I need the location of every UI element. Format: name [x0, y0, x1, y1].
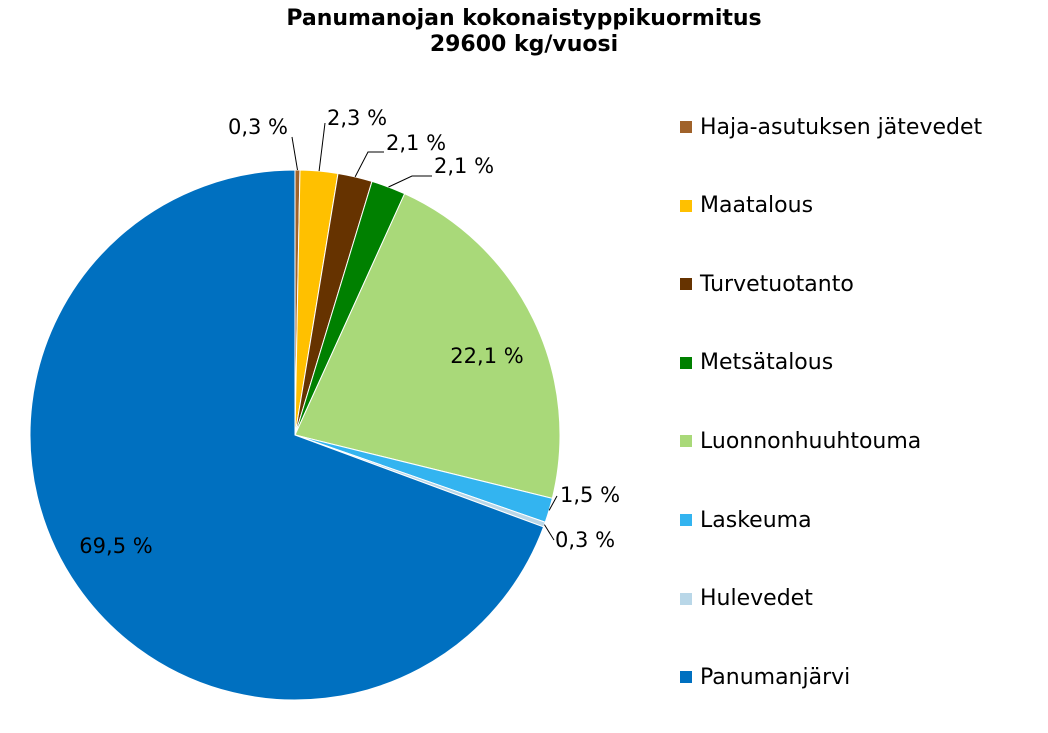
legend-item-panumanjarvi: Panumanjärvi — [680, 662, 850, 692]
leader-line-laskeuma — [548, 495, 558, 511]
legend-item-turvetuotanto: Turvetuotanto — [680, 269, 854, 299]
data-label-luonnonhuuhtouma: 22,1 % — [450, 344, 523, 368]
pie-slice-luonnonhuuhtouma — [294, 193, 561, 499]
leader-line-haja-asutuksen-jatevedet — [291, 136, 298, 171]
leader-lines — [291, 122, 558, 541]
legend-item-laskeuma: Laskeuma — [680, 505, 812, 535]
legend-swatch — [680, 592, 692, 605]
leader-line-metsatalous — [388, 175, 432, 188]
legend-item-maatalous: Maatalous — [680, 191, 813, 221]
pie-slice-panumanjarvi — [29, 169, 545, 701]
legend-label: Metsätalous — [700, 350, 834, 376]
data-label-maatalous: 2,3 % — [327, 106, 387, 130]
legend-swatch — [680, 435, 692, 448]
pie-slices — [29, 169, 561, 701]
legend-swatch — [680, 356, 692, 369]
legend-swatch — [680, 671, 692, 684]
leader-line-maatalous — [318, 122, 326, 172]
data-labels: 0,3 % 2,3 %2,1 %2,1 %22,1 %1,5 %0,3 %69,5… — [79, 106, 620, 558]
legend-label: Luonnonhuuhtouma — [700, 428, 922, 454]
legend-label: Laskeuma — [700, 507, 812, 533]
data-label-laskeuma: 1,5 % — [560, 483, 620, 507]
legend-item-hulevedet: Hulevedet — [680, 584, 813, 614]
data-label-panumanjarvi: 69,5 % — [79, 534, 152, 558]
data-label-metsatalous: 2,1 % — [434, 154, 494, 178]
legend-swatch — [680, 121, 692, 133]
data-label-haja-asutuksen-jatevedet: 0,3 % — [228, 115, 288, 139]
chart-title-line: Panumanojan kokonaistyppikuormitus — [286, 6, 762, 31]
leader-line-turvetuotanto — [354, 151, 384, 178]
chart-subtitle-line: 29600 kg/vuosi — [429, 32, 619, 57]
legend-label: Panumanjärvi — [700, 664, 851, 690]
legend-item-haja-asutuksen-jatevedet: Haja-asutuksen jätevedet — [680, 112, 982, 142]
legend-swatch — [680, 199, 692, 212]
legend-swatch — [680, 278, 692, 291]
legend-label: Hulevedet — [700, 586, 813, 612]
data-label-hulevedet: 0,3 % — [555, 528, 615, 552]
data-label-turvetuotanto: 2,1 % — [386, 131, 446, 155]
legend-label: Haja-asutuksen jätevedet — [700, 114, 983, 140]
legend-label: Maatalous — [700, 193, 814, 219]
legend-item-luonnonhuuhtouma: Luonnonhuuhtouma — [680, 426, 921, 456]
leader-line-hulevedet — [543, 524, 555, 541]
legend-swatch — [680, 514, 692, 526]
legend-item-metsatalous: Metsätalous — [680, 348, 833, 378]
legend-label: Turvetuotanto — [700, 271, 854, 297]
chart-title: Panumanojan kokonaistyppikuormitus 29600… — [0, 6, 1048, 58]
